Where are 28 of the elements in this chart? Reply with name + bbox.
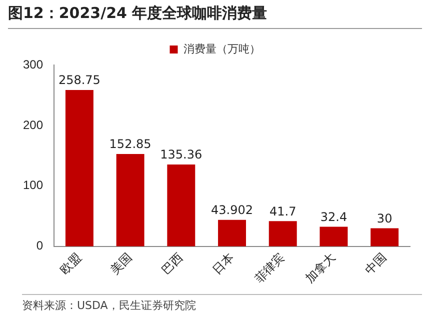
x-tick-label: 欧盟 [57,250,84,277]
x-tick-label: 巴西 [158,250,186,277]
text: 资料来源：USDA，民生证券研究院 [22,294,422,313]
x-tick-label: 菲律宾 [252,250,288,286]
data-label: 152.85 [109,137,152,152]
y-tick-label: 200 [22,118,44,132]
data-label: 43.902 [211,202,254,217]
data-label: 32.4 [320,210,348,224]
bar [320,226,348,246]
data-label: 258.75 [58,73,100,88]
data-label: 30 [376,211,392,226]
bar [218,220,246,246]
bar [370,228,399,246]
x-tick-label: 中国 [362,250,390,277]
x-tick-label: 日本 [210,250,236,277]
x-tick-label: 美国 [108,250,135,277]
bar [167,164,196,246]
bar [268,221,297,246]
x-tick-label: 加拿大 [302,250,338,286]
y-tick-label: 100 [22,178,44,192]
bar [65,90,94,246]
data-label: 41.7 [270,204,296,218]
bar [116,154,144,246]
legend-label: 消费量（万吨） [183,42,260,56]
y-tick-label: 300 [22,57,44,72]
y-tick-label: 0 [36,238,44,253]
chart-title: 图12：2023/24 年度全球咖啡消费量 [8,4,422,29]
data-label: 135.36 [160,148,202,162]
